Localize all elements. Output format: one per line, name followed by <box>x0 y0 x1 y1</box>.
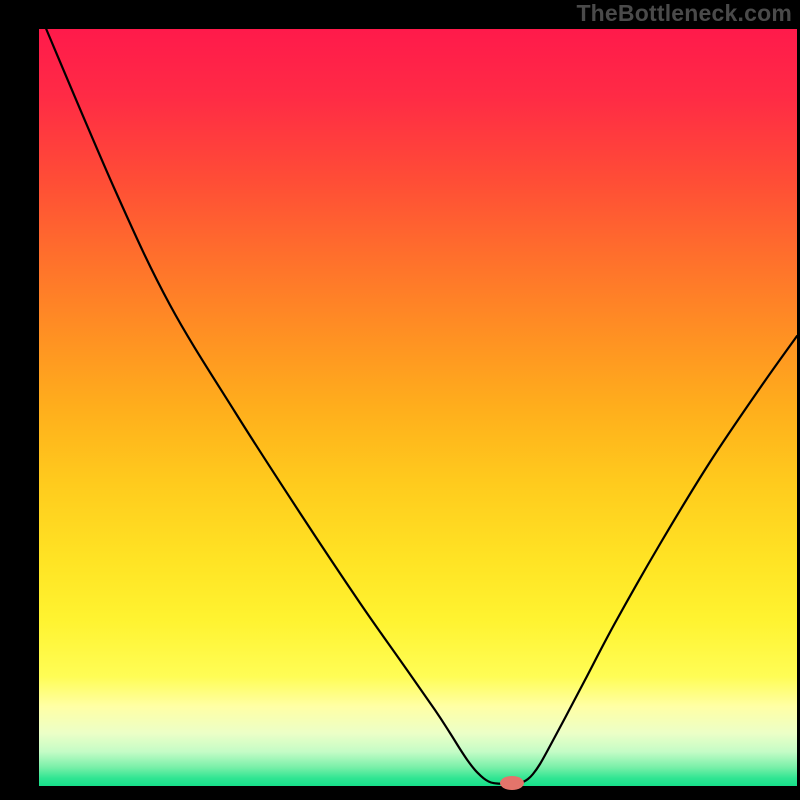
selection-marker <box>500 776 524 790</box>
chart-gradient-background <box>39 29 797 786</box>
watermark-text: TheBottleneck.com <box>576 0 792 27</box>
bottleneck-chart <box>0 0 800 800</box>
